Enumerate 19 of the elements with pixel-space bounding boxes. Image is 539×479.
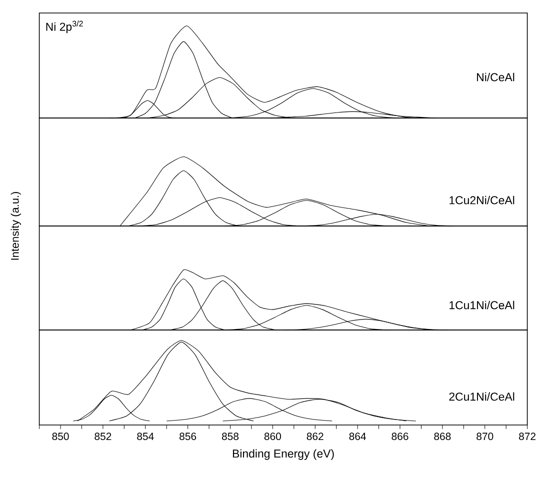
x-tick-label: 852 — [94, 432, 112, 440]
x-tick-label: 868 — [434, 432, 451, 440]
annotation: 1Cu2Ni/CeAl — [450, 196, 514, 204]
x-tick-label: 870 — [476, 432, 494, 440]
x-tick-label: 860 — [264, 432, 282, 440]
chart-title: Ni 2p$^{3/2}$ — [46, 20, 83, 34]
annotation: 1Cu1Ni/CeAl — [450, 300, 514, 310]
x-tick-label: 856 — [180, 432, 196, 440]
x-tick-label: 850 — [52, 432, 69, 440]
x-tick-label: 858 — [222, 432, 239, 440]
x-tick-label: 872 — [519, 432, 536, 440]
x-tick-label: 854 — [137, 432, 154, 440]
x-tick-label: 864 — [349, 432, 366, 440]
annotation: Ni/CeAl — [477, 72, 514, 82]
x-tick-label: 862 — [306, 432, 324, 440]
x-tick-label: 866 — [392, 432, 408, 440]
x-axis-title: Binding Energy (eV) — [232, 449, 334, 460]
y-axis-title: Intensity (a.u.) — [10, 192, 21, 260]
annotation: 2Cu1Ni/CeAl — [449, 392, 514, 401]
